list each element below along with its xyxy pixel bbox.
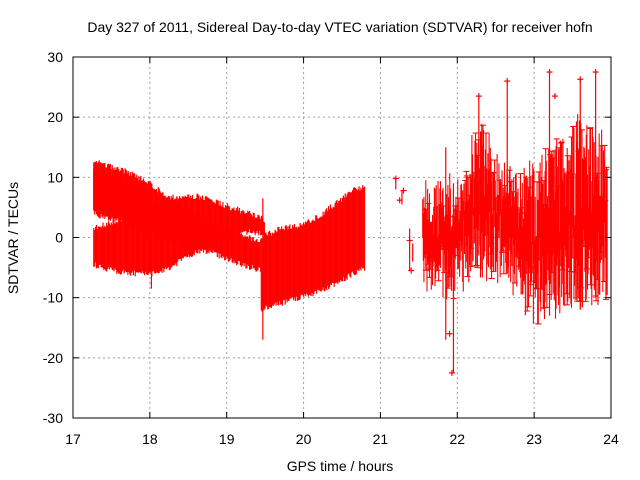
x-tick-label: 19 (219, 431, 235, 447)
x-tick-label: 17 (65, 431, 81, 447)
x-axis-title: GPS time / hours (287, 458, 394, 474)
chart-title: Day 327 of 2011, Sidereal Day-to-day VTE… (87, 19, 592, 35)
data-layer (93, 69, 610, 376)
x-tick-label: 22 (449, 431, 465, 447)
y-tick-label: -20 (43, 350, 63, 366)
y-axis-title: SDTVAR / TECUs (5, 182, 21, 294)
axis-ticks: 17 18 19 20 21 22 23 24 -30 -20 -10 0 10 20 30 (43, 49, 619, 447)
x-tick-label: 24 (603, 431, 619, 447)
y-tick-label: 20 (47, 109, 63, 125)
x-tick-label: 18 (142, 431, 158, 447)
x-tick-label: 21 (373, 431, 389, 447)
x-tick-label: 23 (526, 431, 542, 447)
y-tick-label: -10 (43, 290, 63, 306)
y-tick-label: 10 (47, 169, 63, 185)
x-tick-label: 20 (296, 431, 312, 447)
y-tick-label: 30 (47, 49, 63, 65)
y-tick-label: -30 (43, 410, 63, 426)
y-tick-label: 0 (55, 230, 63, 246)
